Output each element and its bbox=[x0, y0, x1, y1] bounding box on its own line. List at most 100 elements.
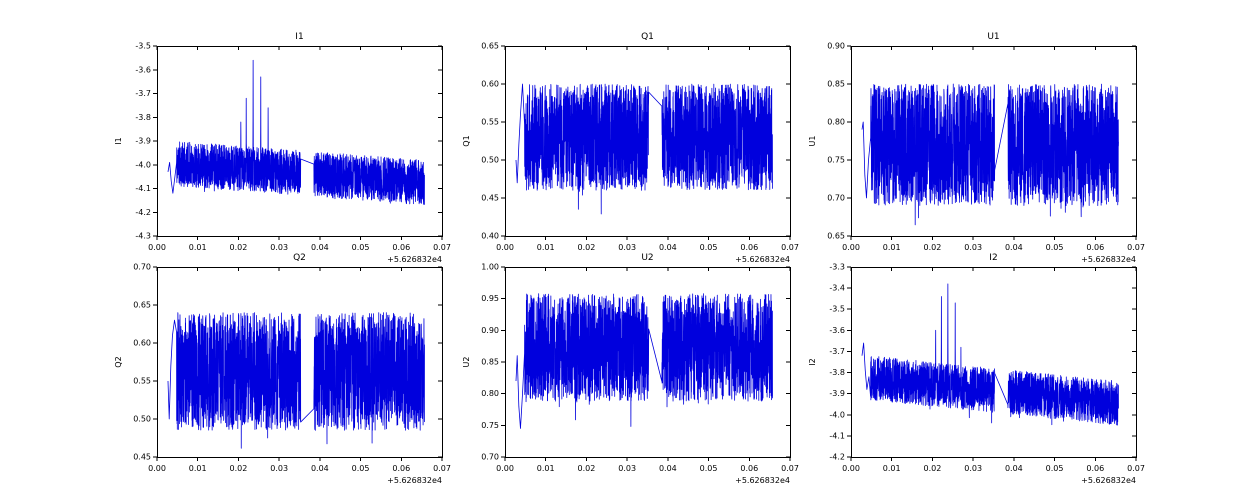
x-tick-label: 0.05 bbox=[1046, 243, 1064, 252]
y-axis-label: I2 bbox=[808, 358, 817, 365]
series-line bbox=[861, 283, 1119, 426]
y-tick-label: 0.60 bbox=[133, 339, 151, 348]
y-tick-label: -4.0 bbox=[829, 410, 845, 419]
x-tick-label: 0.05 bbox=[1046, 464, 1064, 473]
subplot-title: U2 bbox=[641, 253, 653, 263]
y-tick-label: -3.5 bbox=[829, 305, 845, 314]
x-tick-label: 0.03 bbox=[964, 243, 982, 252]
x-tick-label: 0.04 bbox=[1005, 243, 1023, 252]
x-tick-label: 0.01 bbox=[189, 243, 207, 252]
axes-frame bbox=[505, 267, 791, 458]
y-tick-label: -3.8 bbox=[829, 368, 845, 377]
series-line bbox=[861, 83, 1119, 226]
x-tick-label: 0.06 bbox=[392, 243, 410, 252]
x-offset-label: +5.626832e4 bbox=[1081, 255, 1136, 264]
subplot-title: Q2 bbox=[293, 253, 306, 263]
y-tick-label: -4.0 bbox=[135, 160, 151, 169]
x-tick-label: 0.00 bbox=[148, 464, 166, 473]
y-tick-label: -3.6 bbox=[135, 65, 151, 74]
axes-frame bbox=[851, 267, 1137, 458]
x-tick-label: 0.02 bbox=[578, 464, 596, 473]
x-tick-label: 0.07 bbox=[781, 464, 799, 473]
x-tick-label: 0.07 bbox=[781, 243, 799, 252]
subplot-I2: 0.00 0.01 0.02 0.03 0.04 0.05 0.06 0.07 -4.2 -4.1… bbox=[808, 253, 1145, 485]
subplot-U2: 0.00 0.01 0.02 0.03 0.04 0.05 0.06 0.07 0.70 0.75… bbox=[462, 253, 799, 485]
series-line bbox=[515, 293, 773, 429]
y-axis-label: Q2 bbox=[114, 356, 123, 367]
x-tick-label: 0.02 bbox=[230, 243, 248, 252]
subplot-title: I1 bbox=[295, 32, 303, 42]
subplot-Q1: 0.00 0.01 0.02 0.03 0.04 0.05 0.06 0.07 0.40 0.45… bbox=[462, 32, 799, 264]
y-tick-label: 0.65 bbox=[481, 42, 499, 51]
x-tick-label: 0.07 bbox=[433, 243, 451, 252]
y-tick-label: 0.50 bbox=[481, 156, 499, 165]
y-axis-label: U1 bbox=[808, 136, 817, 147]
y-tick-label: 0.70 bbox=[133, 263, 151, 272]
y-tick-label: -3.8 bbox=[135, 113, 151, 122]
x-tick-label: 0.01 bbox=[883, 464, 901, 473]
x-tick-label: 0.07 bbox=[1127, 464, 1145, 473]
y-tick-label: 0.65 bbox=[133, 301, 151, 310]
x-offset-label: +5.626832e4 bbox=[1081, 476, 1136, 485]
y-tick-label: -4.1 bbox=[135, 184, 151, 193]
x-tick-label: 0.01 bbox=[537, 243, 555, 252]
y-tick-label: 0.70 bbox=[481, 453, 499, 462]
x-tick-label: 0.01 bbox=[883, 243, 901, 252]
x-tick-label: 0.00 bbox=[842, 464, 860, 473]
x-tick-label: 0.01 bbox=[537, 464, 555, 473]
x-tick-label: 0.00 bbox=[496, 243, 514, 252]
y-tick-label: 0.55 bbox=[481, 118, 499, 127]
x-tick-label: 0.03 bbox=[270, 243, 288, 252]
y-tick-label: -3.9 bbox=[829, 389, 845, 398]
x-offset-label: +5.626832e4 bbox=[735, 476, 790, 485]
x-tick-label: 0.04 bbox=[311, 243, 329, 252]
axes-frame bbox=[157, 267, 443, 458]
x-tick-label: 0.02 bbox=[578, 243, 596, 252]
y-tick-label: 0.90 bbox=[481, 326, 499, 335]
y-axis-label: I1 bbox=[114, 137, 123, 144]
y-tick-label: 1.00 bbox=[481, 263, 499, 272]
y-tick-label: 0.55 bbox=[133, 377, 151, 386]
series-line bbox=[167, 312, 425, 449]
subplot-title: U1 bbox=[987, 32, 999, 42]
y-tick-label: 0.40 bbox=[481, 232, 499, 241]
x-tick-label: 0.00 bbox=[496, 464, 514, 473]
y-tick-label: 0.75 bbox=[481, 421, 499, 430]
subplot-I1: 0.00 0.01 0.02 0.03 0.04 0.05 0.06 0.07 -4.3 -4.2… bbox=[114, 32, 451, 264]
y-tick-label: 0.95 bbox=[481, 294, 499, 303]
y-tick-label: -4.3 bbox=[135, 232, 151, 241]
y-tick-label: 0.45 bbox=[133, 453, 151, 462]
y-tick-label: -4.2 bbox=[135, 208, 151, 217]
y-tick-label: -4.2 bbox=[829, 453, 845, 462]
x-tick-label: 0.06 bbox=[740, 464, 758, 473]
x-tick-label: 0.03 bbox=[964, 464, 982, 473]
subplot-title: I2 bbox=[989, 253, 997, 263]
y-tick-label: -3.7 bbox=[829, 347, 845, 356]
x-tick-label: 0.01 bbox=[189, 464, 207, 473]
axes-frame bbox=[851, 46, 1137, 237]
x-tick-label: 0.06 bbox=[392, 464, 410, 473]
x-offset-label: +5.626832e4 bbox=[387, 255, 442, 264]
y-tick-label: -3.7 bbox=[135, 89, 151, 98]
x-tick-label: 0.02 bbox=[924, 243, 942, 252]
y-tick-label: 0.65 bbox=[827, 232, 845, 241]
y-axis-label: Q1 bbox=[462, 135, 471, 146]
x-tick-label: 0.03 bbox=[618, 243, 636, 252]
y-tick-label: 0.90 bbox=[827, 42, 845, 51]
y-tick-label: -3.6 bbox=[829, 326, 845, 335]
subplot-U1: 0.00 0.01 0.02 0.03 0.04 0.05 0.06 0.07 0.65 0.70… bbox=[808, 32, 1145, 264]
subplot-title: Q1 bbox=[641, 32, 654, 42]
y-tick-label: -4.1 bbox=[829, 431, 845, 440]
axes-frame bbox=[157, 46, 443, 237]
y-axis-label: U2 bbox=[462, 357, 471, 368]
y-tick-label: -3.4 bbox=[829, 284, 845, 293]
x-tick-label: 0.03 bbox=[618, 464, 636, 473]
y-tick-label: 0.75 bbox=[827, 156, 845, 165]
x-tick-label: 0.06 bbox=[1086, 243, 1104, 252]
x-tick-label: 0.05 bbox=[700, 243, 718, 252]
x-tick-label: 0.04 bbox=[311, 464, 329, 473]
x-tick-label: 0.04 bbox=[659, 243, 677, 252]
x-tick-label: 0.06 bbox=[1086, 464, 1104, 473]
